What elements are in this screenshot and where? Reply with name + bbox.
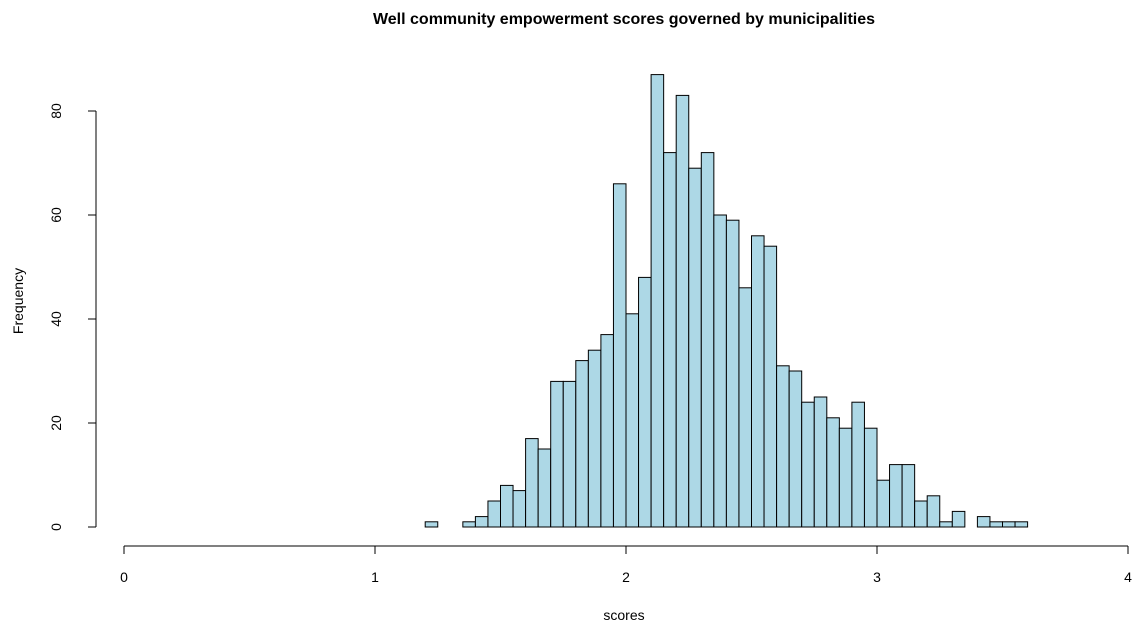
x-tick-label: 3 [873,569,881,585]
histogram-bar [751,235,765,528]
histogram-bar [914,500,928,528]
y-tick-label: 80 [48,103,64,119]
histogram-bar [863,427,878,528]
histogram-bar [638,276,652,528]
histogram-bar [813,396,828,528]
histogram-bar [826,417,840,528]
y-tick-label: 40 [48,311,64,327]
chart-title: Well community empowerment scores govern… [373,11,875,28]
x-tick-label: 4 [1124,569,1132,585]
histogram-bar [1002,521,1016,528]
histogram-bar [600,334,614,528]
histogram-bar [462,521,476,528]
histogram-bar [939,521,953,528]
histogram-bar [1014,521,1029,528]
y-tick-label: 20 [48,415,64,431]
histogram-bar [926,495,941,528]
histogram-bar [575,360,589,528]
histogram-bar [713,214,727,528]
histogram-bar [851,401,865,528]
histogram-bar [625,313,640,528]
histogram-bar [487,500,502,528]
histogram-bars [424,74,1029,528]
histogram-bar [474,516,489,528]
histogram-bar [700,152,715,528]
histogram-bar [876,479,891,528]
x-tick-label: 1 [371,569,379,585]
histogram-bar [889,464,903,528]
histogram-bar [901,464,916,528]
histogram-bar [500,484,514,528]
histogram-bar [776,365,790,528]
histogram-bar [512,490,527,528]
histogram-bar [989,521,1004,528]
histogram-bar [562,380,577,528]
histogram-bar [951,510,966,528]
x-axis: 0 1 2 3 4 [120,545,1132,585]
x-tick-label: 0 [120,569,128,585]
histogram-bar [587,349,602,528]
histogram-bar [688,167,702,528]
histogram-bar [424,521,439,528]
histogram-bar [675,94,690,528]
x-axis-label: scores [603,607,644,623]
histogram-bar [663,152,677,528]
y-tick-label: 0 [48,523,64,531]
histogram-bar [788,370,803,528]
histogram-bar [801,401,815,528]
histogram-bar [763,245,778,528]
y-tick-label: 60 [48,207,64,223]
histogram-bar [725,219,740,528]
y-axis-label: Frequency [10,268,26,334]
x-tick-label: 2 [622,569,630,585]
histogram-bar [838,427,853,528]
histogram-bar [976,516,991,528]
y-axis: 0 20 40 60 80 [48,103,97,531]
histogram-bar [612,183,627,528]
histogram-bar [650,74,665,528]
histogram-bar [738,287,753,528]
histogram-bar [525,438,539,528]
histogram-bar [537,448,552,528]
histogram-bar [550,380,564,528]
